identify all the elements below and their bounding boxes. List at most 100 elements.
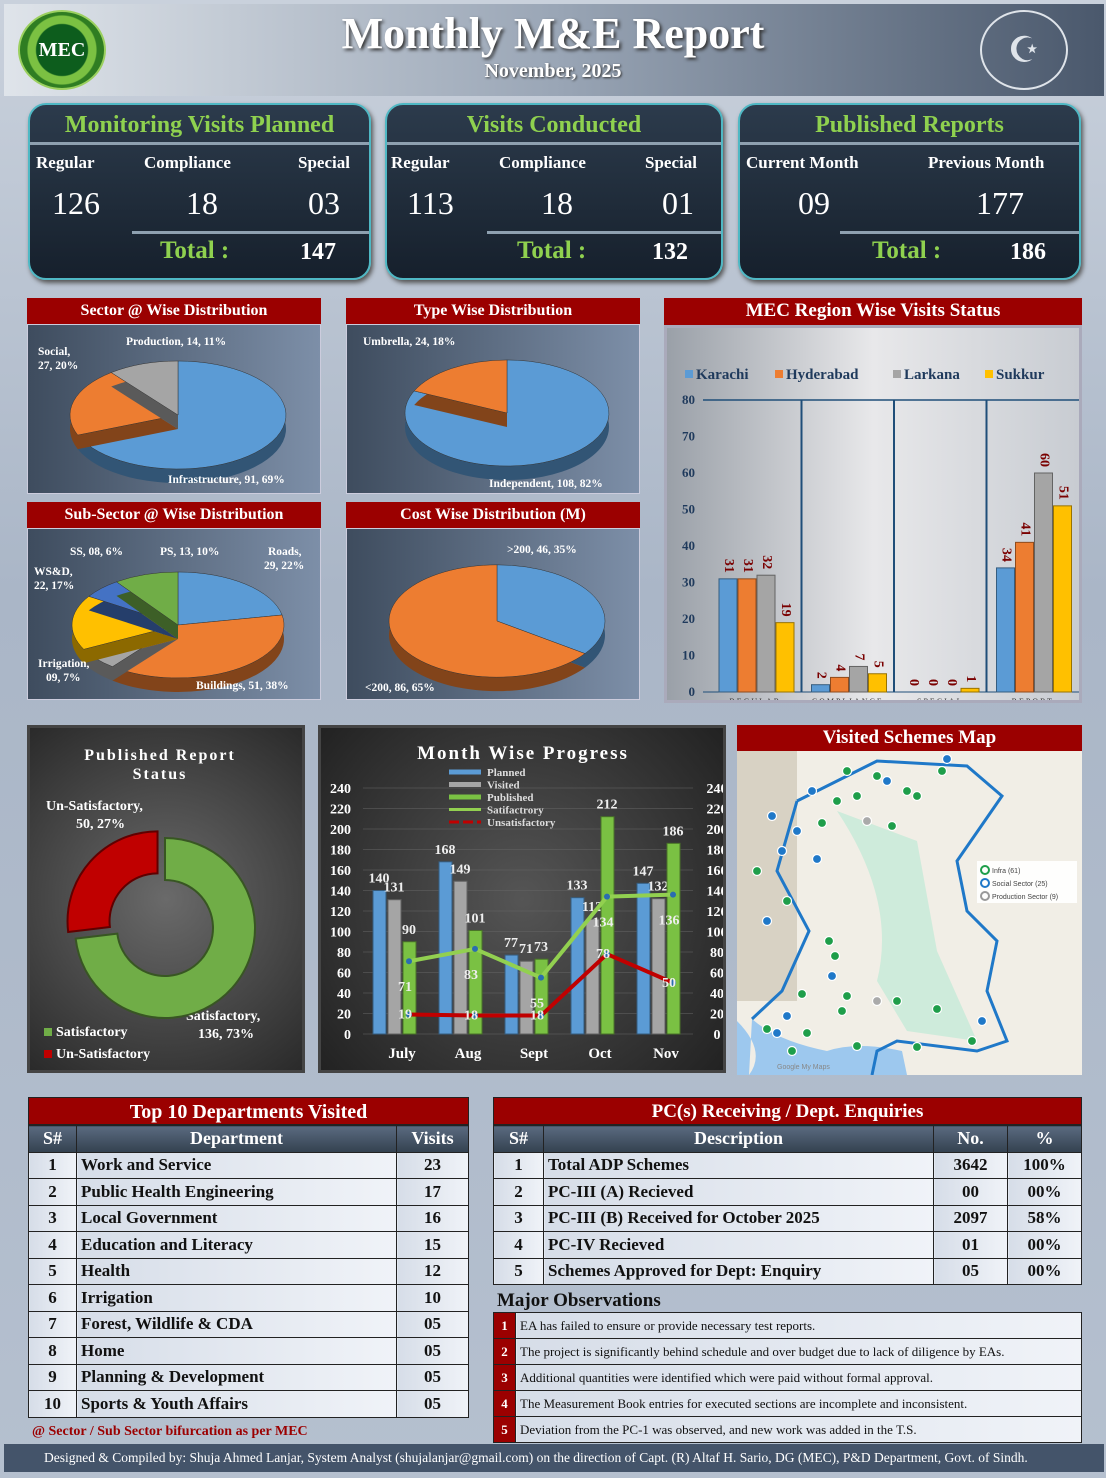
map-pin[interactable] [831, 795, 843, 807]
table-cell: 00% [1007, 1178, 1082, 1206]
x-tick-label: Oct [588, 1046, 611, 1062]
map-pin[interactable] [761, 1023, 773, 1035]
table-cell: 1 [493, 1312, 516, 1339]
bar-karachi [996, 567, 1015, 693]
table-cell: 00% [1007, 1231, 1082, 1259]
map-pin[interactable] [841, 765, 853, 777]
y-tick-label: 20 [682, 611, 695, 626]
map-pin[interactable] [801, 1027, 813, 1039]
kpi-label: Current Month [746, 153, 859, 172]
table-cell: 00% [1007, 1257, 1082, 1285]
map-pin[interactable] [911, 790, 923, 802]
visited-schemes-map[interactable]: Infra (61) Social Sector (25) Production… [737, 751, 1082, 1076]
data-label: 83 [464, 968, 478, 983]
footer-credits: Designed & Compiled by: Shuja Ahmed Lanj… [4, 1444, 1104, 1472]
map-pin[interactable] [836, 1005, 848, 1017]
legend-swatch-satisfactory [44, 1028, 52, 1036]
subsector-pie-panel: Sub-Sector @ Wise Distribution Roads, 29… [27, 502, 321, 705]
map-pin[interactable] [871, 995, 883, 1007]
column-header: S# [493, 1125, 544, 1153]
bar-sukkur [1053, 505, 1072, 693]
production-pin-icon [980, 891, 990, 901]
map-pin[interactable] [781, 895, 793, 907]
legend-label: Hyderabad [786, 367, 859, 383]
legend-label: Larkana [904, 367, 960, 383]
column-header: Description [543, 1125, 934, 1153]
y-tick-label: 60 [682, 465, 695, 480]
map-pin[interactable] [851, 790, 863, 802]
data-label: 0 [906, 679, 921, 686]
map-pin[interactable] [881, 775, 893, 787]
map-pin[interactable] [796, 988, 808, 1000]
kpi-label: Compliance [144, 153, 231, 172]
y-tick-label-right: 240 [707, 782, 724, 797]
legend-label: Satifactrory [487, 805, 544, 817]
map-pin[interactable] [823, 935, 835, 947]
table-cell: PC-III (B) Received for October 2025 [543, 1204, 934, 1232]
table-cell: 05 [396, 1310, 469, 1338]
river-belt [837, 811, 977, 1041]
table-row: 4 Education and Literacy 15 [28, 1231, 469, 1259]
map-pin[interactable] [851, 1040, 863, 1052]
map-pin[interactable] [766, 810, 778, 822]
y-tick-label: 40 [682, 538, 695, 553]
data-label: 71 [398, 980, 412, 995]
map-pin[interactable] [829, 950, 841, 962]
map-pin[interactable] [941, 753, 953, 765]
map-pin[interactable] [816, 817, 828, 829]
map-pin[interactable] [786, 1045, 798, 1057]
table-cell: Deviation from the PC-1 was observed, an… [515, 1416, 1082, 1443]
map-pin[interactable] [901, 785, 913, 797]
map-pin[interactable] [811, 853, 823, 865]
table-row: 2 Public Health Engineering 17 [28, 1178, 469, 1206]
map-pin[interactable] [911, 1041, 923, 1053]
table-cell: The Measurement Book entries for execute… [515, 1390, 1082, 1417]
map-pin[interactable] [841, 990, 853, 1002]
map-pin[interactable] [776, 845, 788, 857]
table-cell: Home [76, 1337, 397, 1365]
data-label: 0 [925, 679, 940, 686]
type-pie-panel: Type Wise Distribution Umbrella, 24, 18%… [346, 298, 640, 499]
map-pin[interactable] [751, 865, 763, 877]
table-cell: 3 [493, 1364, 516, 1391]
pie-label: >200, 46, 35% [507, 544, 577, 556]
social-pin-icon [980, 878, 990, 888]
kpi-total-label: Total : [872, 237, 942, 264]
table-cell: 01 [933, 1231, 1008, 1259]
map-pin[interactable] [871, 770, 883, 782]
data-label: 131 [384, 881, 405, 896]
chart-title: Sub-Sector @ Wise Distribution [27, 502, 321, 528]
kpi-value: 09 [798, 185, 830, 221]
map-pin[interactable] [886, 820, 898, 832]
table-cell: Public Health Engineering [76, 1178, 397, 1206]
kpi-label: Regular [36, 153, 95, 172]
map-pin[interactable] [806, 785, 818, 797]
map-pin[interactable] [966, 1035, 978, 1047]
table-cell: Schemes Approved for Dept: Enquiry [543, 1257, 934, 1285]
map-pin[interactable] [771, 1027, 783, 1039]
map-pin[interactable] [891, 995, 903, 1007]
map-pins [751, 753, 988, 1057]
map-pin[interactable] [931, 1003, 943, 1015]
table-cell: Additional quantities were identified wh… [515, 1364, 1082, 1391]
map-pin[interactable] [936, 765, 948, 777]
table-cell: 10 [28, 1390, 77, 1418]
map-pin[interactable] [826, 970, 838, 982]
map-pin[interactable] [976, 1015, 988, 1027]
table-cell: 05 [396, 1363, 469, 1391]
x-tick-label: COMPLIANCE [812, 697, 884, 703]
table-cell: Health [76, 1257, 397, 1285]
map-pin[interactable] [761, 915, 773, 927]
bar-planned [438, 861, 453, 1035]
y-tick-label-left: 100 [330, 926, 351, 941]
bar-karachi [718, 578, 738, 693]
map-pin[interactable] [781, 1010, 793, 1022]
table-cell: Sports & Youth Affairs [76, 1390, 397, 1418]
bar-published [402, 941, 417, 1035]
donut-segment-un-satisfactory [66, 830, 159, 934]
map-pin[interactable] [791, 825, 803, 837]
y-tick-label: 10 [682, 648, 695, 663]
kpi-title: Monitoring Visits Planned [30, 107, 369, 145]
map-pin[interactable] [861, 815, 873, 827]
cost-pie-panel: Cost Wise Distribution (M) >200, 46, 35%… [346, 502, 640, 705]
